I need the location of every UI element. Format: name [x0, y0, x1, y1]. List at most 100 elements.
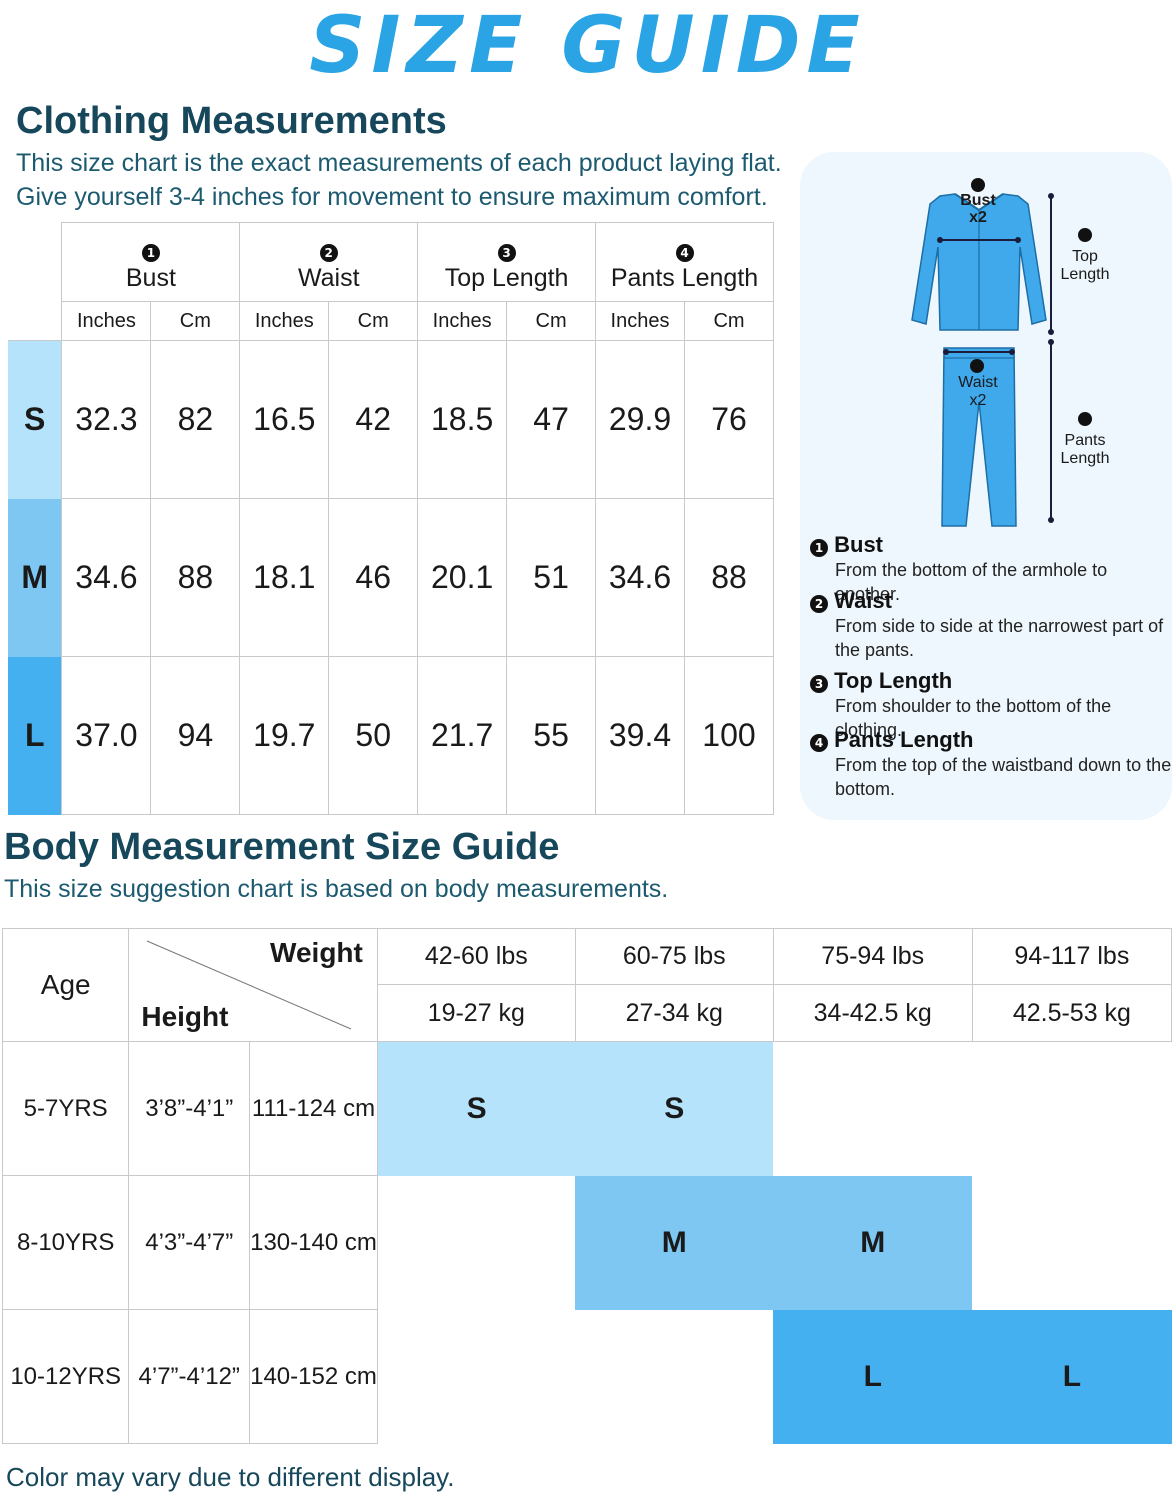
- clothing-subtitle-line1: This size chart is the exact measurement…: [16, 149, 782, 177]
- table-cell: 39.4: [595, 656, 685, 815]
- size-cell: M: [773, 1175, 973, 1310]
- height-cm-cell: 111-124 cm: [249, 1041, 378, 1176]
- size-cell: S: [377, 1041, 576, 1176]
- table-cell: 88: [683, 498, 775, 657]
- number-3-icon: 3: [497, 244, 516, 262]
- size-guide-title: SIZE GUIDE: [309, 1, 866, 91]
- top-label-line1: Top: [1072, 248, 1098, 265]
- legend-bust: 1 Bust From the bottom of the armhole to…: [810, 532, 1172, 606]
- waist-multiplier: x2: [969, 392, 987, 409]
- top-label-line2: Length: [1060, 266, 1110, 283]
- unit-cm: Cm: [150, 301, 241, 341]
- unit-inches: Inches: [417, 301, 508, 341]
- number-1-icon: [971, 178, 985, 192]
- weight-range-lbs: 94-117 lbs: [971, 928, 1173, 985]
- table-cell: 32.3: [61, 340, 152, 499]
- size-label-l: L: [8, 656, 62, 815]
- unit-cm: Cm: [506, 301, 597, 341]
- weight-range-kg: 34-42.5 kg: [772, 984, 973, 1042]
- height-label: Height: [141, 1001, 229, 1032]
- table-cell: 100: [683, 656, 775, 815]
- column-header-top-length: 3 Top Length: [417, 222, 597, 302]
- height-ft-cell: 3’8”-4’1”: [128, 1041, 251, 1176]
- clothing-subtitle-line2: Give yourself 3-4 inches for movement to…: [16, 183, 768, 211]
- legend-title: Pants Length: [834, 727, 974, 752]
- legend-description: From the bottom of the armhole to anothe…: [835, 560, 1108, 604]
- size-cell: L: [972, 1309, 1172, 1444]
- table-cell: 55: [506, 656, 597, 815]
- body-measurement-table: Age Weight Height 42-60 lbs 60-75 lbs 75…: [1, 928, 1173, 1444]
- weight-range-lbs: 60-75 lbs: [574, 928, 774, 985]
- table-cell: 34.6: [595, 498, 685, 657]
- age-header: Age: [1, 928, 130, 1042]
- column-header-pants-length: 4 Pants Length: [595, 222, 774, 302]
- unit-cm: Cm: [683, 301, 775, 341]
- table-cell: 88: [150, 498, 241, 657]
- height-ft-cell: 4’7”-4’12”: [128, 1309, 251, 1444]
- diagram-pants-length-label: Pants Length: [1050, 432, 1120, 468]
- number-1-icon: 1: [141, 244, 160, 262]
- legend-pants-length: 4 Pants Length From the top of the waist…: [810, 727, 1172, 801]
- table-cell: 29.9: [595, 340, 685, 499]
- table-row: 8-10YRS 4’3”-4’7” 130-140 cm M M: [1, 1175, 1172, 1310]
- size-cell: [575, 1310, 773, 1444]
- age-cell: 5-7YRS: [1, 1041, 130, 1176]
- unit-inches: Inches: [239, 301, 330, 341]
- diagonal-divider: [147, 940, 352, 1030]
- table-cell: 46: [328, 498, 419, 657]
- table-row: L 37.0 94 19.7 50 21.7 55 39.4 100: [8, 656, 775, 815]
- column-label: Pants Length: [610, 264, 759, 292]
- size-cell: L: [773, 1309, 973, 1444]
- table-cell: 82: [150, 340, 241, 499]
- size-cell: M: [575, 1175, 774, 1310]
- table-cell: 47: [506, 340, 597, 499]
- table-cell: 37.0: [61, 656, 152, 815]
- weight-range-kg: 42.5-53 kg: [971, 984, 1173, 1042]
- weight-height-header: Weight Height: [128, 928, 378, 1042]
- number-3-icon: 3: [810, 675, 828, 693]
- column-label: Waist: [297, 264, 360, 292]
- table-row: M 34.6 88 18.1 46 20.1 51 34.6 88: [8, 498, 775, 657]
- age-cell: 10-12YRS: [1, 1309, 130, 1444]
- pants-label-line2: Length: [1060, 450, 1110, 467]
- weight-range-kg: 19-27 kg: [376, 984, 576, 1042]
- height-cm-cell: 130-140 cm: [249, 1175, 378, 1310]
- number-4-icon: 4: [810, 734, 828, 752]
- clothing-measurement-table: 1 Bust 2 Waist 3 Top Length 4 Pants Leng…: [8, 222, 775, 815]
- diagram-top-length-label: Top Length: [1050, 248, 1120, 284]
- bust-label-text: Bust: [960, 192, 996, 209]
- diagram-bust-label: Bust x2: [940, 192, 1016, 226]
- table-cell: 94: [150, 656, 241, 815]
- size-label-s: S: [8, 340, 62, 499]
- body-measurement-subtitle: This size suggestion chart is based on b…: [4, 875, 669, 903]
- table-row: S 32.3 82 16.5 42 18.5 47 29.9 76: [8, 340, 775, 499]
- column-label: Top Length: [444, 264, 569, 292]
- table-cell: 51: [506, 498, 597, 657]
- footer-note: Color may vary due to different display.: [6, 1462, 455, 1492]
- legend-description: From shoulder to the bottom of the cloth…: [835, 696, 1112, 740]
- size-cell: [377, 1176, 575, 1310]
- table-cell: 21.7: [417, 656, 508, 815]
- legend-title: Top Length: [834, 668, 953, 693]
- size-cell: S: [575, 1041, 774, 1176]
- legend-description: From side to side at the narrowest part …: [835, 616, 1164, 660]
- unit-inches: Inches: [61, 301, 152, 341]
- legend-waist: 2 Waist From side to side at the narrowe…: [810, 588, 1172, 662]
- number-4-icon: 4: [675, 244, 694, 262]
- weight-range-kg: 27-34 kg: [574, 984, 774, 1042]
- clothing-measurements-title: Clothing Measurements: [16, 100, 447, 142]
- table-cell: 34.6: [61, 498, 152, 657]
- pajama-diagram: [911, 178, 1092, 527]
- column-header-waist: 2 Waist: [239, 222, 419, 302]
- size-cell: [377, 1310, 575, 1444]
- age-cell: 8-10YRS: [1, 1175, 130, 1310]
- body-measurement-title: Body Measurement Size Guide: [4, 826, 560, 868]
- table-cell: 50: [328, 656, 419, 815]
- table-cell: 42: [328, 340, 419, 499]
- size-cell: [773, 1042, 972, 1176]
- pants-icon: [941, 347, 1017, 527]
- size-cell: [972, 1042, 1171, 1176]
- number-3-icon: [1078, 228, 1092, 242]
- size-label-m: M: [8, 498, 62, 657]
- table-cell: 19.7: [239, 656, 330, 815]
